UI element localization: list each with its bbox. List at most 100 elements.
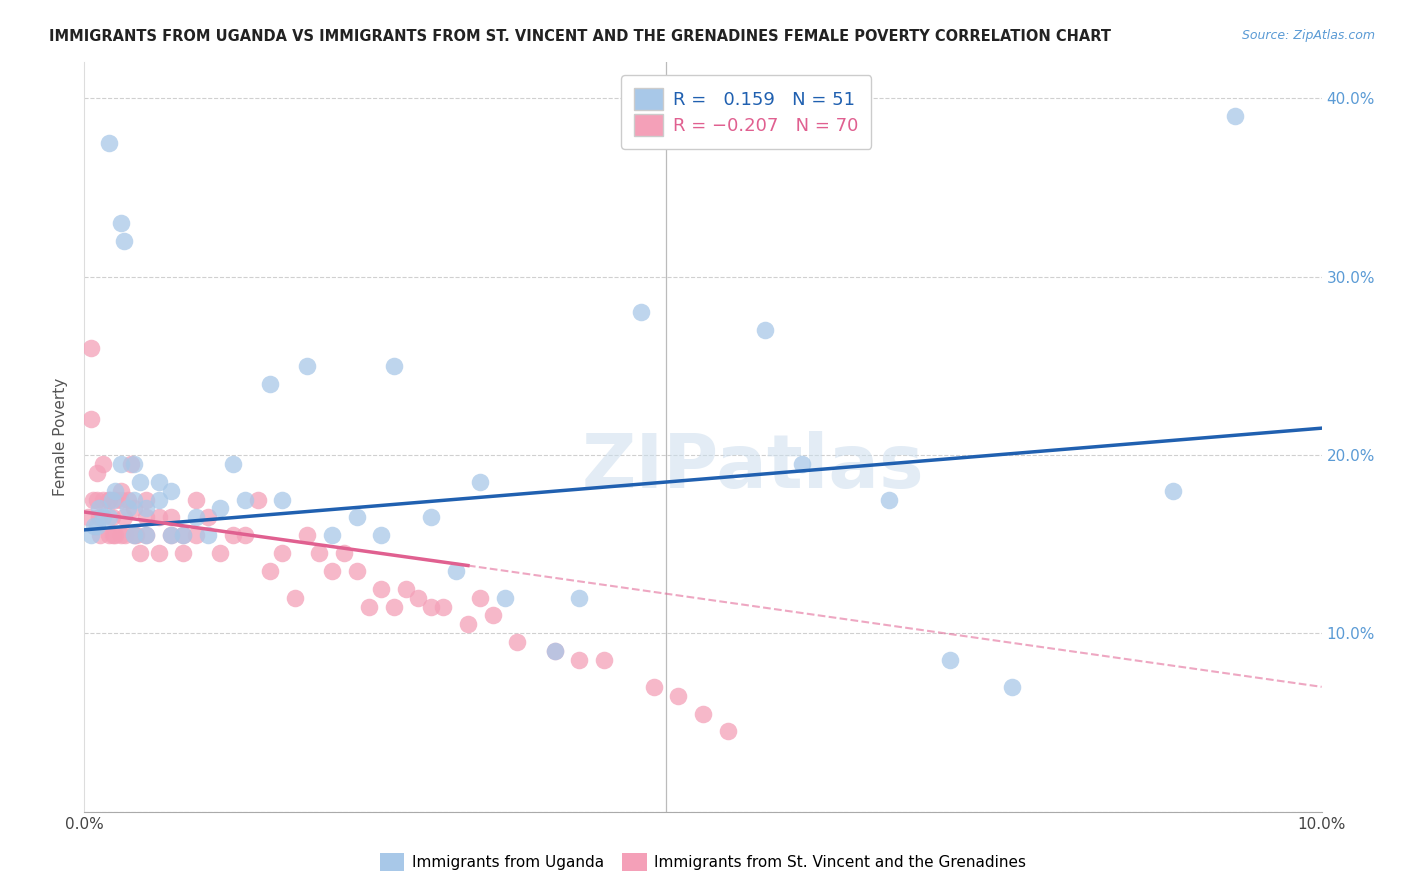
Point — [112, 510, 135, 524]
Point — [419, 510, 441, 524]
Point — [209, 501, 232, 516]
Point — [692, 109, 714, 123]
Point — [321, 528, 343, 542]
Point — [83, 519, 105, 533]
Point — [432, 599, 454, 614]
Point — [120, 457, 142, 471]
Point — [89, 501, 111, 516]
Point — [172, 546, 194, 560]
Point — [939, 653, 962, 667]
Point — [172, 528, 194, 542]
Point — [98, 528, 121, 542]
Point — [79, 528, 101, 542]
Point — [408, 591, 430, 605]
Point — [1161, 483, 1184, 498]
Point — [233, 492, 256, 507]
Point — [91, 510, 114, 524]
Point — [444, 564, 467, 578]
Point — [197, 528, 219, 542]
Point — [79, 341, 101, 355]
Point — [122, 501, 145, 516]
Point — [357, 599, 380, 614]
Point — [135, 528, 157, 542]
Point — [395, 582, 418, 596]
Point — [110, 457, 132, 471]
Point — [98, 492, 121, 507]
Point — [382, 599, 405, 614]
Point — [370, 528, 392, 542]
Point — [184, 528, 207, 542]
Point — [222, 457, 245, 471]
Point — [754, 323, 776, 337]
Point — [568, 653, 591, 667]
Point — [86, 466, 108, 480]
Point — [346, 564, 368, 578]
Point — [86, 492, 108, 507]
Point — [790, 457, 813, 471]
Point — [160, 483, 183, 498]
Point — [100, 492, 122, 507]
Point — [284, 591, 307, 605]
Point — [135, 492, 157, 507]
Point — [271, 492, 294, 507]
Point — [1223, 109, 1246, 123]
Point — [172, 528, 194, 542]
Text: Source: ZipAtlas.com: Source: ZipAtlas.com — [1241, 29, 1375, 43]
Point — [643, 680, 665, 694]
Point — [114, 528, 136, 542]
Point — [543, 644, 565, 658]
Point — [233, 528, 256, 542]
Point — [148, 475, 170, 489]
Point — [470, 475, 492, 489]
Point — [91, 457, 114, 471]
Point — [104, 492, 127, 507]
Point — [184, 510, 207, 524]
Y-axis label: Female Poverty: Female Poverty — [53, 378, 69, 496]
Point — [110, 216, 132, 230]
Legend: Immigrants from Uganda, Immigrants from St. Vincent and the Grenadines: Immigrants from Uganda, Immigrants from … — [374, 847, 1032, 877]
Point — [666, 689, 689, 703]
Point — [104, 528, 127, 542]
Point — [100, 510, 122, 524]
Point — [877, 492, 900, 507]
Point — [568, 591, 591, 605]
Point — [148, 492, 170, 507]
Point — [122, 492, 145, 507]
Point — [110, 483, 132, 498]
Point — [494, 591, 516, 605]
Point — [470, 591, 492, 605]
Point — [184, 492, 207, 507]
Point — [129, 475, 152, 489]
Point — [222, 528, 245, 542]
Point — [125, 528, 148, 542]
Point — [160, 528, 183, 542]
Point — [101, 528, 124, 542]
Point — [370, 582, 392, 596]
Legend: R =   0.159   N = 51, R = −0.207   N = 70: R = 0.159 N = 51, R = −0.207 N = 70 — [621, 75, 872, 149]
Point — [321, 564, 343, 578]
Point — [160, 528, 183, 542]
Point — [122, 457, 145, 471]
Point — [419, 599, 441, 614]
Point — [259, 376, 281, 391]
Point — [135, 501, 157, 516]
Point — [333, 546, 356, 560]
Point — [593, 653, 616, 667]
Point — [135, 510, 157, 524]
Point — [246, 492, 269, 507]
Point — [91, 492, 114, 507]
Point — [271, 546, 294, 560]
Point — [717, 724, 740, 739]
Point — [122, 528, 145, 542]
Point — [259, 564, 281, 578]
Point — [110, 528, 132, 542]
Point — [346, 510, 368, 524]
Point — [77, 510, 100, 524]
Point — [82, 492, 104, 507]
Point — [117, 492, 139, 507]
Text: ZIPatlas: ZIPatlas — [581, 431, 924, 504]
Point — [457, 617, 479, 632]
Point — [89, 528, 111, 542]
Point — [1001, 680, 1024, 694]
Point — [692, 706, 714, 721]
